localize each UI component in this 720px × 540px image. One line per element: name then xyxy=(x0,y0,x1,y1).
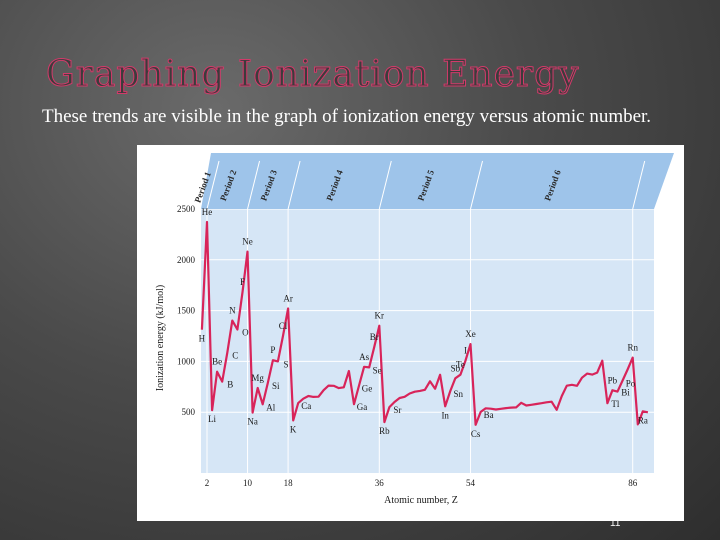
element-label: Ba xyxy=(484,410,494,420)
period-band xyxy=(201,153,674,209)
y-tick-label: 1500 xyxy=(177,306,196,316)
y-tick-label: 500 xyxy=(182,407,196,417)
slide-body-text: These trends are visible in the graph of… xyxy=(42,106,652,127)
period-divider xyxy=(206,160,220,210)
element-label: Mg xyxy=(251,373,264,383)
element-label: K xyxy=(290,424,297,434)
y-tick-label: 1000 xyxy=(177,356,196,366)
x-tick-label: 10 xyxy=(243,478,253,488)
element-label: Na xyxy=(247,417,258,427)
y-axis-label: Ionization energy (kJ/mol) xyxy=(155,285,166,391)
element-label: Li xyxy=(208,414,216,424)
element-label: C xyxy=(232,351,238,361)
page-number: 11 xyxy=(610,518,621,529)
element-label: Cs xyxy=(471,429,481,439)
x-tick-label: 36 xyxy=(375,478,385,488)
element-label: Tl xyxy=(611,399,619,409)
element-label: Sr xyxy=(393,405,401,415)
slide-title: Graphing Ionization Energy xyxy=(46,54,580,96)
period-divider xyxy=(287,160,301,210)
element-label: O xyxy=(242,327,249,337)
x-axis-label: Atomic number, Z xyxy=(384,495,458,506)
y-tick-label: 2000 xyxy=(177,255,196,265)
element-label: Ga xyxy=(357,402,368,412)
element-label: Bi xyxy=(621,388,630,398)
period-divider xyxy=(378,160,392,210)
element-label: As xyxy=(359,352,369,362)
element-label: S xyxy=(283,359,288,369)
x-tick-label: 54 xyxy=(466,478,476,488)
ionization-energy-chart: Period 1 Period 2 Period 3 Period 4 Period 5… xyxy=(137,145,684,521)
element-label: N xyxy=(229,306,236,316)
plot-area xyxy=(201,209,654,473)
element-label: Si xyxy=(272,381,280,391)
element-label: Pb xyxy=(608,375,618,385)
element-label: Ne xyxy=(242,237,253,247)
element-label: H xyxy=(199,334,206,344)
x-tick-label: 86 xyxy=(628,478,638,488)
period-divider xyxy=(632,160,646,210)
element-label: Ge xyxy=(362,384,373,394)
element-label: P xyxy=(270,345,275,355)
element-label: Cl xyxy=(279,321,288,331)
chart-svg: Period 1 Period 2 Period 3 Period 4 Period 5… xyxy=(155,153,674,506)
element-label: Rb xyxy=(379,426,390,436)
element-label: Sb xyxy=(451,363,461,373)
element-label: I xyxy=(464,346,467,356)
element-label: Te xyxy=(456,360,465,370)
element-label: Kr xyxy=(375,311,385,321)
element-label: Po xyxy=(626,379,636,389)
element-label: Ar xyxy=(283,293,293,303)
element-label: In xyxy=(441,410,449,420)
x-tick-label: 18 xyxy=(284,478,294,488)
element-label: Br xyxy=(370,332,379,342)
element-label: Sn xyxy=(453,389,463,399)
element-label: F xyxy=(240,277,245,287)
period-divider xyxy=(470,160,484,210)
element-label: Xe xyxy=(465,329,476,339)
element-label: He xyxy=(202,207,213,217)
y-tick-label: 2500 xyxy=(177,204,196,214)
x-tick-label: 2 xyxy=(205,478,210,488)
period-divider xyxy=(247,160,261,210)
element-label: Al xyxy=(266,402,275,412)
element-label: B xyxy=(227,380,233,390)
ionization-energy-line xyxy=(200,220,649,426)
element-label: Be xyxy=(212,357,222,367)
element-label: Ca xyxy=(301,401,311,411)
element-label: Ra xyxy=(638,415,648,425)
element-label: Rn xyxy=(627,343,638,353)
element-label: Se xyxy=(373,365,382,375)
